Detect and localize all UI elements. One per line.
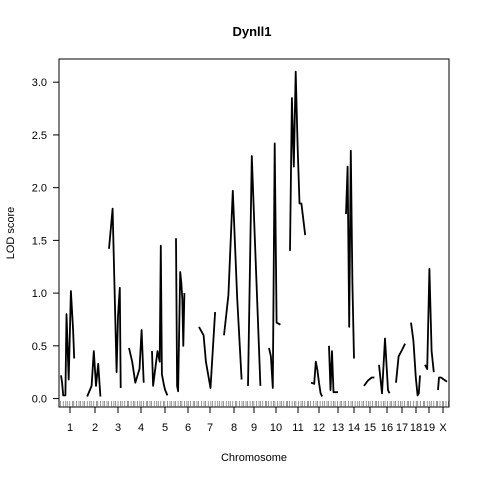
lod-curve-chr4: [128, 329, 145, 384]
lod-curve-chr12: [310, 360, 324, 397]
chromosome-label: 6: [185, 422, 191, 434]
marker-rug: [60, 401, 449, 407]
chromosome-label: 4: [138, 422, 144, 434]
chromosome-label: 8: [231, 422, 237, 434]
y-tick-label: 2.0: [32, 183, 47, 195]
chromosome-label: 2: [92, 422, 98, 434]
lod-curve-chr13: [328, 345, 338, 394]
lod-curve-chr9: [247, 155, 262, 386]
lod-curve-chr14: [345, 149, 355, 359]
lod-curve-chr8: [223, 189, 243, 380]
y-axis-label: LOD score: [5, 207, 17, 260]
chromosome-label: 13: [332, 422, 344, 434]
chromosome-label: 11: [292, 422, 303, 434]
x-axis-label: Chromosome: [221, 452, 287, 464]
lod-curve-chr18: [410, 322, 421, 397]
chromosome-label: 5: [162, 422, 168, 434]
chromosome-label: 1: [67, 422, 73, 434]
chromosome-label: X: [439, 422, 447, 434]
lod-curve-chr19: [424, 267, 435, 373]
chromosome-label: 16: [381, 422, 393, 434]
chromosome-label: 15: [364, 422, 376, 434]
lod-curve-chrX: [437, 376, 448, 391]
y-tick-label: 3.0: [32, 77, 47, 89]
lod-curve-chr11: [289, 70, 307, 251]
chromosome-label: 18: [410, 422, 422, 434]
y-tick-label: 2.5: [32, 130, 47, 142]
chromosome-label: 9: [251, 422, 257, 434]
y-tick-label: 1.0: [32, 288, 47, 300]
lod-curve-chr3: [108, 207, 122, 389]
chromosome-label: 3: [115, 422, 121, 434]
chromosome-label: 19: [423, 422, 435, 434]
chart-title: Dynll1: [232, 24, 271, 39]
y-tick-label: 1.5: [32, 235, 47, 247]
y-tick-label: 0.0: [32, 394, 47, 406]
chromosome-label: 14: [348, 422, 360, 434]
y-tick-label: 0.5: [32, 341, 47, 353]
lod-curve-chr2: [86, 350, 102, 397]
lod-curve-chr6: [175, 238, 186, 393]
chromosome-label: 10: [270, 422, 282, 434]
chromosome-label: 7: [207, 422, 213, 434]
chromosome-label: 12: [313, 422, 325, 434]
lod-curve-chr10: [268, 142, 281, 389]
lod-curve-chr16: [378, 337, 391, 395]
lod-curve-chr15: [363, 376, 375, 387]
lod-curve-chr17: [395, 343, 406, 383]
x-axis: 1 2 3 4 5 6 7 8 9 10 11 12 13 14 15 16 17 18 19 X: [67, 407, 447, 434]
lod-curves: [60, 70, 448, 397]
lod-curve-chr5: [151, 244, 169, 396]
lod-curve-chr7: [198, 312, 216, 389]
lod-curve-chr1: [60, 290, 76, 397]
chromosome-label: 17: [396, 422, 408, 434]
y-axis: 0.0 0.5 1.0 1.5 2.0 2.5 3.0: [32, 77, 60, 406]
